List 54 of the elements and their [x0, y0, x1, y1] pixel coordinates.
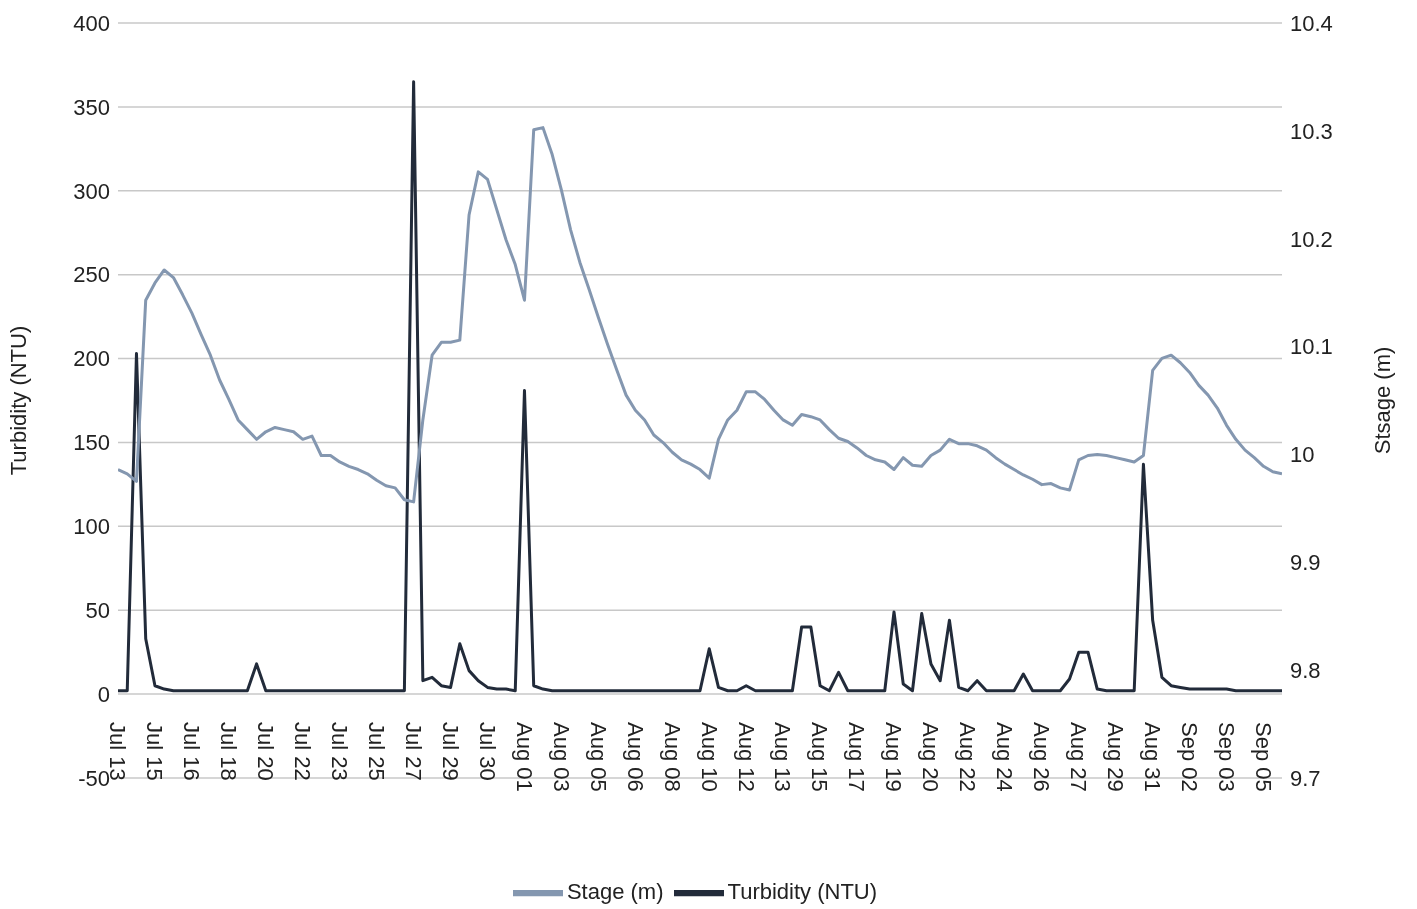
y2-tick-label: 10: [1290, 442, 1315, 468]
y-tick-label: 0: [97, 681, 110, 707]
y2-tick-label: 9.7: [1290, 765, 1321, 791]
x-tick-label: Aug 15: [807, 722, 833, 792]
x-tick-label: Aug 08: [659, 722, 685, 792]
y2-tick-label: 10.3: [1290, 118, 1333, 144]
y-tick-label: 350: [73, 94, 110, 120]
y-tick-label: 250: [73, 262, 110, 288]
x-tick-label: Jul 18: [216, 722, 242, 781]
x-tick-label: Aug 17: [844, 722, 870, 792]
x-tick-label: Jul 23: [327, 722, 353, 781]
y-tick-label: 300: [73, 178, 110, 204]
x-tick-label: Jul 20: [253, 722, 279, 781]
x-tick-label: Jul 25: [363, 722, 389, 781]
x-tick-label: Aug 05: [585, 722, 611, 792]
x-tick-label: Jul 27: [400, 722, 426, 781]
x-tick-label: Aug 03: [548, 722, 574, 792]
y-tick-label: 200: [73, 346, 110, 372]
y-tick-label: 150: [73, 430, 110, 456]
x-tick-label: Aug 13: [770, 722, 796, 792]
x-tick-label: Aug 27: [1066, 722, 1092, 792]
x-tick-label: Jul 16: [179, 722, 205, 781]
y2-tick-label: 10.4: [1290, 10, 1333, 36]
y2-tick-label: 10.2: [1290, 226, 1333, 252]
legend-label: Turbidity (NTU): [727, 878, 878, 904]
y2-tick-label: 9.8: [1290, 657, 1321, 683]
x-tick-label: Sep 03: [1213, 722, 1239, 792]
x-tick-label: Jul 15: [142, 722, 168, 781]
x-tick-label: Aug 20: [918, 722, 944, 792]
x-tick-label: Aug 06: [622, 722, 648, 792]
x-tick-label: Sep 05: [1250, 722, 1276, 792]
line-series: [118, 80, 1282, 693]
x-tick-label: Aug 10: [696, 722, 722, 792]
x-tick-label: Aug 19: [881, 722, 907, 792]
y-tick-label: 50: [85, 598, 110, 624]
x-tick-label: Aug 12: [733, 722, 759, 792]
y-axis-title: Turbidity (NTU): [5, 325, 31, 476]
x-tick-label: Jul 29: [437, 722, 463, 781]
x-tick-label: Jul 30: [474, 722, 500, 781]
line-series: [118, 126, 1282, 504]
x-tick-label: Sep 02: [1176, 722, 1202, 792]
x-tick-label: Aug 22: [955, 722, 981, 792]
y-tick-label: 100: [73, 514, 110, 540]
x-tick-label: Aug 26: [1029, 722, 1055, 792]
y2-axis-title: Stsage (m): [1369, 346, 1395, 455]
x-tick-label: Aug 31: [1139, 722, 1165, 792]
x-tick-label: Jul 22: [290, 722, 316, 781]
y2-tick-label: 9.9: [1290, 550, 1321, 576]
x-tick-label: Aug 01: [511, 722, 537, 792]
y2-tick-label: 10.1: [1290, 334, 1333, 360]
x-tick-label: Aug 24: [992, 722, 1018, 792]
x-tick-label: Aug 29: [1103, 722, 1129, 792]
y-tick-label: 400: [73, 10, 110, 36]
legend-label: Stage (m): [566, 878, 664, 904]
